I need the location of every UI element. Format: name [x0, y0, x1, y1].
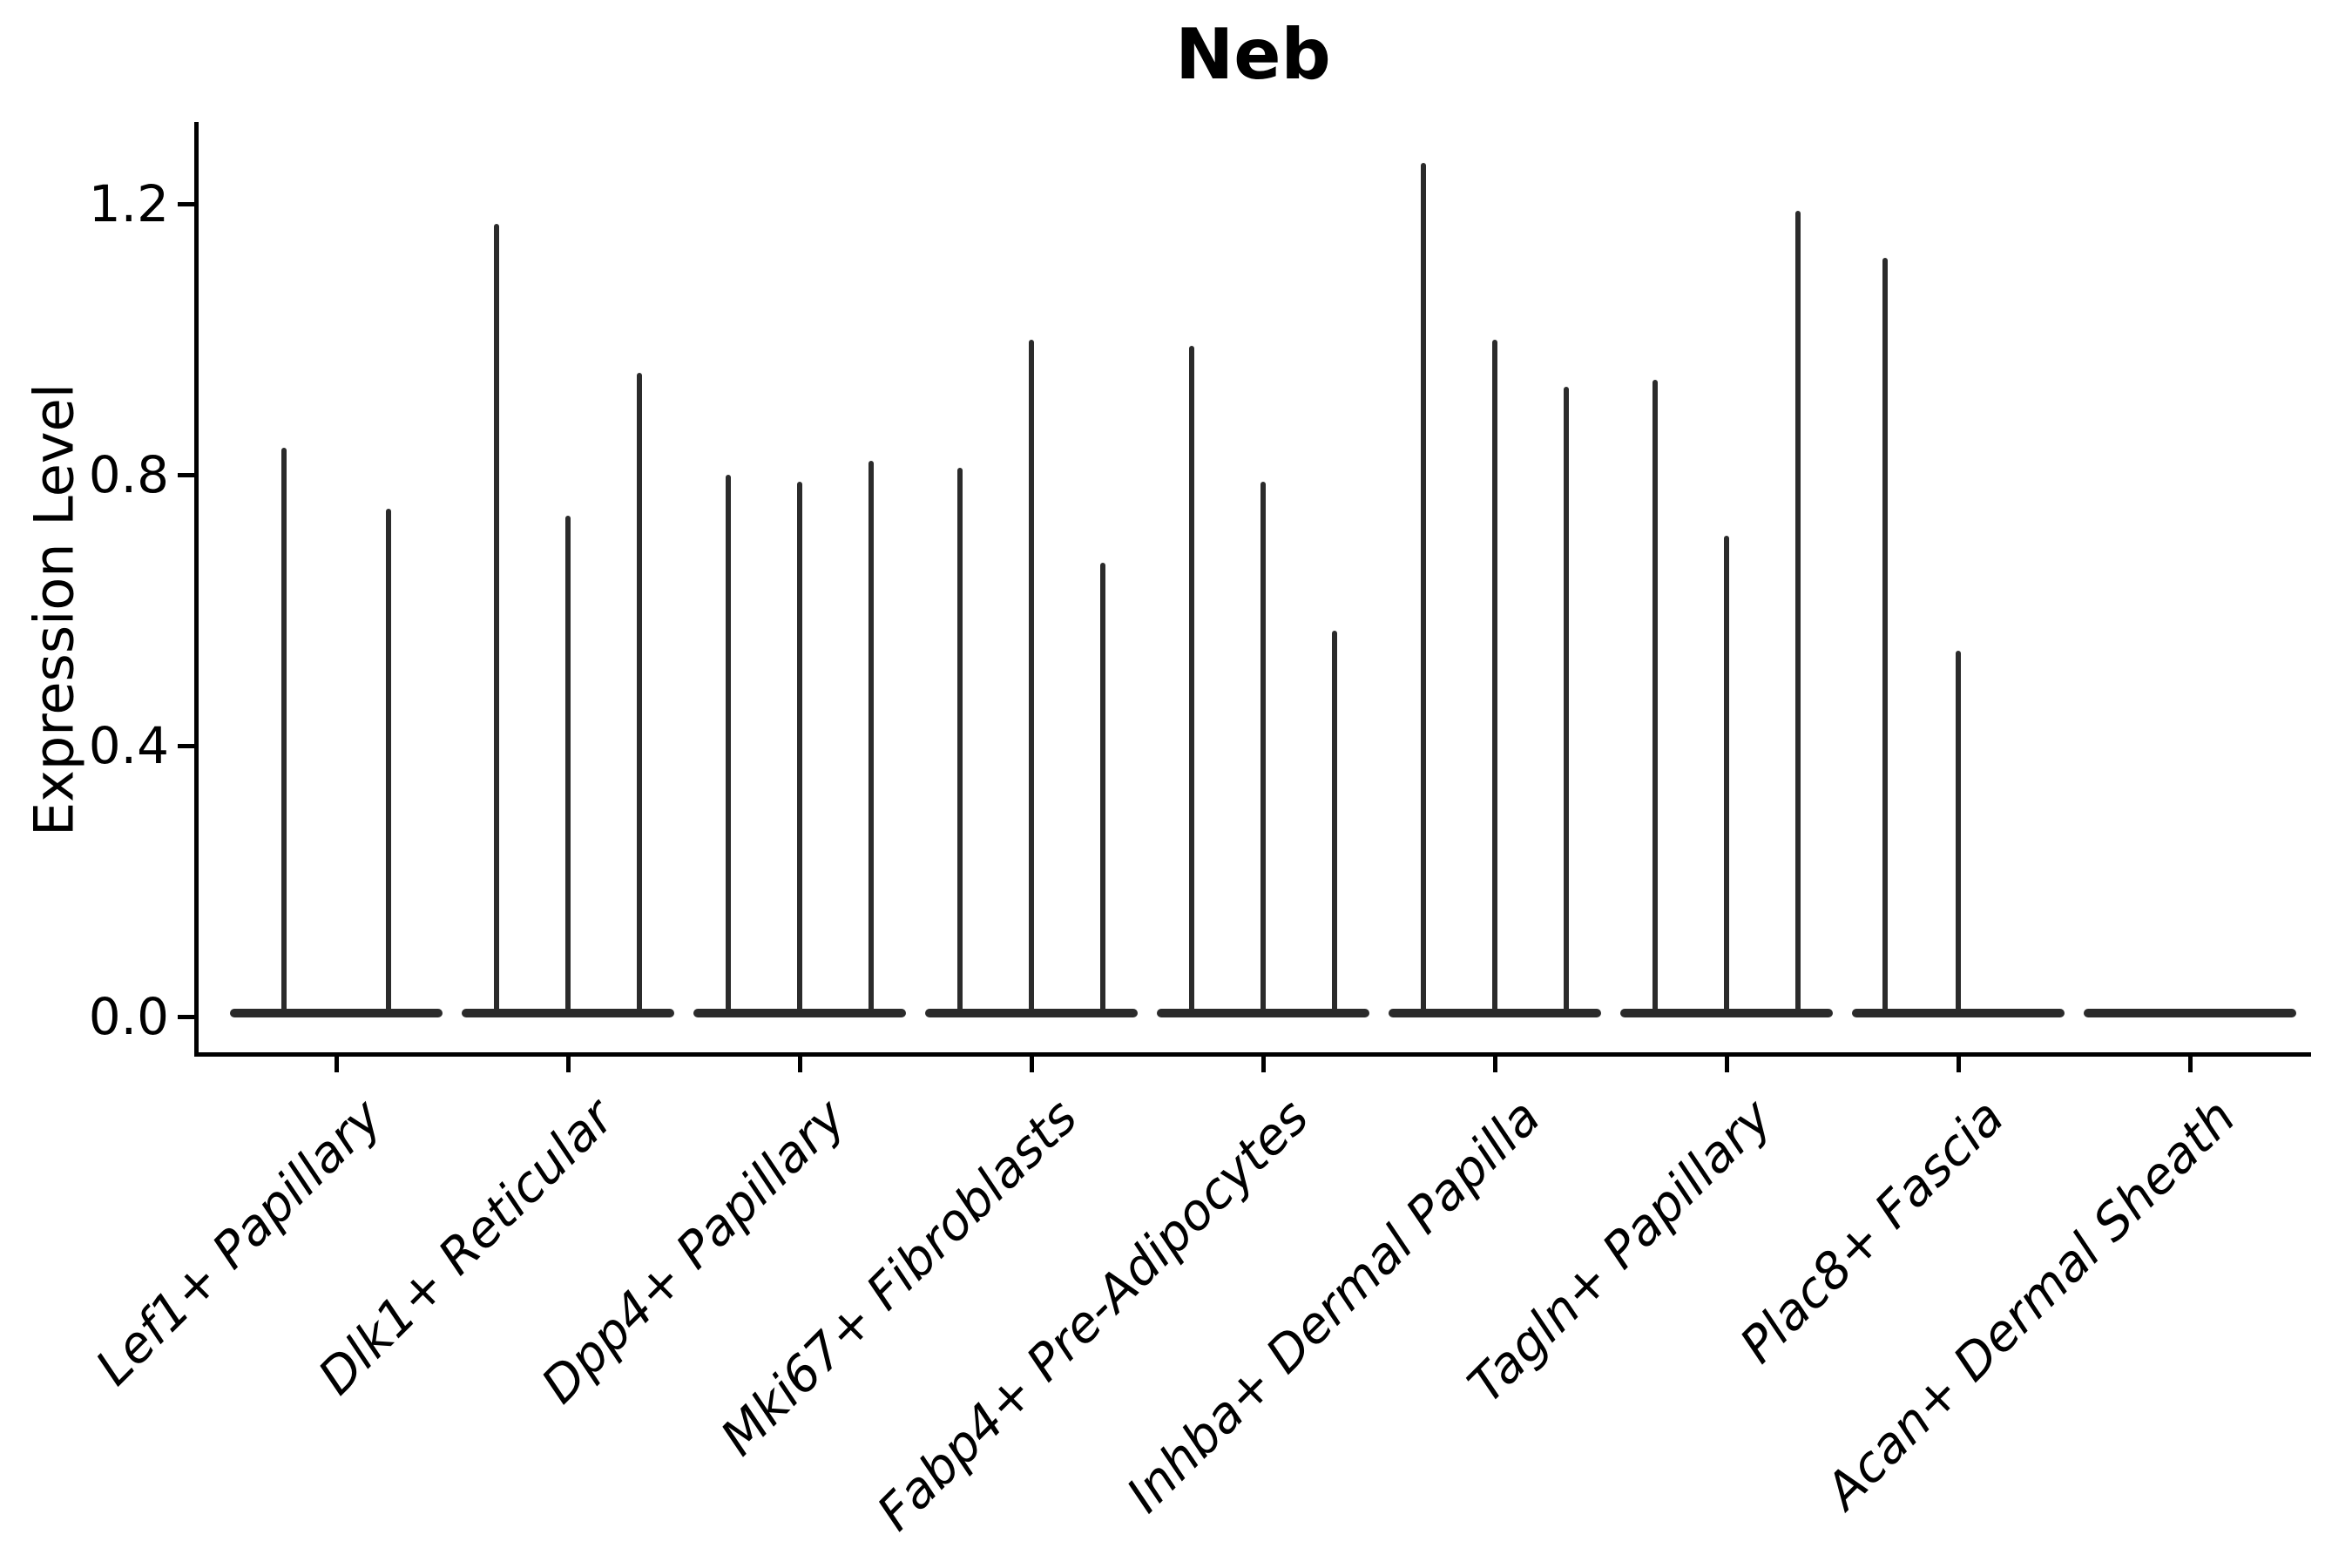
violin-spike	[957, 468, 963, 1016]
violin-spike	[1795, 210, 1801, 1016]
x-tick-mark	[566, 1056, 571, 1072]
violin-spike	[726, 475, 731, 1016]
violin-spike	[1029, 339, 1034, 1016]
violin-spike	[1332, 630, 1337, 1016]
y-tick-label: 0.8	[88, 445, 169, 504]
violin-spike	[281, 447, 287, 1016]
y-tick-mark	[178, 1015, 194, 1019]
y-tick-label: 0.0	[88, 987, 169, 1046]
x-tick-mark	[2188, 1056, 2193, 1072]
y-tick-label: 0.4	[88, 716, 169, 775]
violin-spike	[637, 373, 642, 1016]
violin-body	[2084, 1009, 2296, 1017]
x-tick-label: Fabp4+ Pre-Adipocytes	[866, 1088, 1321, 1542]
x-tick-mark	[335, 1056, 339, 1072]
violin-body	[230, 1009, 443, 1017]
violin-spike	[1564, 386, 1569, 1016]
y-axis-spine	[194, 122, 199, 1054]
violin-spike	[1100, 563, 1105, 1016]
violin-spike	[494, 224, 499, 1016]
violin-spike	[1492, 339, 1497, 1016]
x-tick-mark	[1493, 1056, 1497, 1072]
violin-spike	[1652, 380, 1658, 1016]
violin-spike	[1421, 163, 1426, 1016]
x-axis-spine	[194, 1052, 2311, 1057]
violin-spike	[1724, 535, 1729, 1016]
violin-spike	[1956, 651, 1961, 1016]
y-tick-mark	[178, 202, 194, 206]
x-tick-label: Inhba+ Dermal Papilla	[1116, 1088, 1552, 1524]
x-tick-mark	[1957, 1056, 1961, 1072]
violin-spike	[1189, 346, 1194, 1016]
y-tick-mark	[178, 744, 194, 748]
violin-spike	[1260, 481, 1266, 1016]
x-tick-mark	[1030, 1056, 1034, 1072]
violin-spike	[386, 508, 391, 1016]
x-tick-mark	[1261, 1056, 1266, 1072]
violin-spike	[565, 515, 571, 1016]
x-tick-mark	[1725, 1056, 1729, 1072]
x-tick-mark	[798, 1056, 802, 1072]
violin-spike	[797, 481, 802, 1016]
x-tick-label: Acan+ Dermal Sheath	[1815, 1088, 2247, 1521]
y-tick-label: 1.2	[88, 174, 169, 233]
chart-title: Neb	[1175, 14, 1331, 95]
violin-spike	[868, 461, 874, 1016]
violin-spike	[1882, 258, 1888, 1016]
y-tick-mark	[178, 473, 194, 477]
